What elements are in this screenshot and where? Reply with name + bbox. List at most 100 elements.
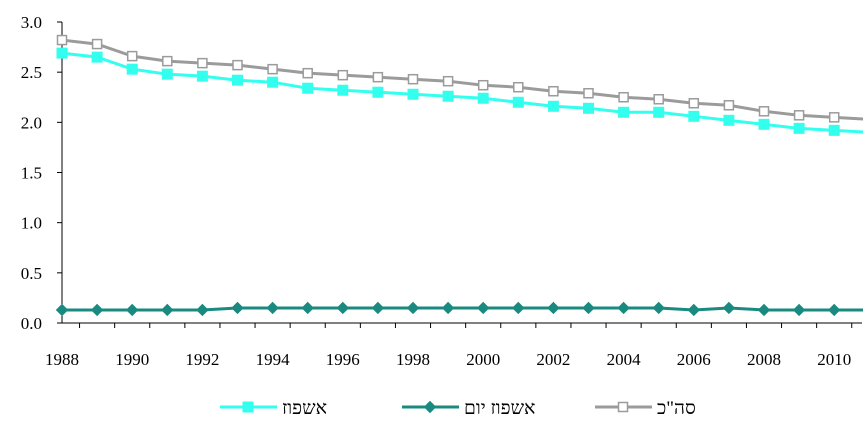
data-point [56, 34, 68, 46]
series-line [61, 38, 863, 121]
data-point [161, 303, 174, 317]
legend-item: סה"כ [595, 398, 696, 419]
chart-legend: אשפוז אשפוז יום סה"כ [220, 398, 696, 419]
data-point [196, 303, 209, 317]
data-point [161, 68, 173, 80]
y-tick-label: 0.0 [21, 314, 42, 333]
y-tick-label: 2.0 [21, 113, 42, 132]
x-tick-label: 1994 [256, 350, 291, 369]
data-point [758, 106, 770, 117]
data-point [547, 301, 560, 315]
data-point [302, 82, 314, 94]
data-point [653, 94, 664, 105]
y-tick-label: 1.0 [21, 214, 42, 233]
data-point [267, 76, 279, 88]
data-point [301, 301, 314, 315]
data-point [512, 301, 525, 315]
data-point [442, 90, 454, 102]
data-point [688, 110, 700, 122]
legend-label: אשפוז יום [464, 398, 535, 419]
series-1 [56, 47, 863, 136]
series-3 [56, 34, 863, 123]
x-tick-label: 1990 [115, 350, 149, 369]
y-tick-label: 2.5 [21, 63, 42, 82]
series-line [62, 306, 863, 312]
series-layer [55, 34, 863, 317]
data-point [512, 96, 524, 108]
data-point [372, 71, 384, 83]
data-point [336, 301, 350, 315]
legend-label: אשפוז [282, 398, 327, 419]
data-point [442, 75, 454, 87]
data-point [266, 301, 279, 315]
data-point [126, 50, 138, 62]
y-tick-label: 3.0 [21, 13, 42, 32]
data-point [267, 63, 278, 75]
data-point [793, 110, 805, 121]
data-point [653, 106, 665, 118]
data-point [91, 38, 103, 50]
data-point [337, 69, 349, 81]
data-point [337, 84, 349, 96]
data-point [513, 81, 524, 93]
data-point [792, 303, 806, 317]
x-tick-label: 2000 [466, 350, 500, 369]
data-point [617, 301, 630, 315]
series-line [61, 51, 863, 134]
data-point [723, 100, 735, 111]
x-tick-label: 2006 [677, 350, 711, 369]
legend-marker [423, 400, 437, 414]
y-tick-label: 0.5 [21, 264, 42, 283]
data-point [371, 301, 385, 315]
data-point [618, 92, 629, 103]
legend-item: אשפוז [220, 398, 327, 419]
data-point [196, 70, 208, 82]
x-tick-label: 1988 [45, 350, 79, 369]
data-point [302, 67, 313, 79]
data-point [476, 301, 490, 315]
data-point [547, 100, 559, 112]
data-point [232, 74, 243, 86]
data-point [56, 47, 68, 59]
legend-marker [617, 401, 629, 413]
data-point [125, 303, 139, 317]
data-point [231, 301, 244, 315]
data-point [548, 85, 559, 97]
x-tick-label: 2002 [536, 350, 570, 369]
data-point [197, 57, 208, 69]
data-point [126, 63, 138, 75]
data-point [477, 92, 489, 104]
data-point [758, 118, 770, 130]
data-point [757, 303, 771, 317]
data-point [91, 51, 103, 63]
data-point [372, 86, 384, 98]
data-point [441, 301, 455, 315]
data-point [583, 102, 594, 114]
legend-item: אשפוז יום [402, 398, 535, 419]
data-point [827, 303, 841, 317]
data-point [828, 112, 840, 123]
data-point [828, 124, 840, 136]
series-2 [55, 301, 863, 317]
data-point [232, 59, 243, 71]
x-tick-label: 1992 [185, 350, 219, 369]
data-point [582, 301, 595, 315]
data-point [652, 301, 665, 315]
data-point [793, 122, 805, 134]
data-point [688, 98, 700, 109]
data-point [162, 55, 173, 67]
x-tick-label: 1996 [326, 350, 360, 369]
x-tick-label: 2010 [817, 350, 851, 369]
data-point [618, 106, 630, 118]
data-point [477, 79, 489, 91]
data-point [407, 88, 419, 100]
data-point [55, 303, 69, 317]
y-tick-label: 1.5 [21, 164, 42, 183]
data-point [406, 301, 420, 315]
data-point [723, 114, 735, 126]
x-tick-label: 2008 [747, 350, 781, 369]
data-point [90, 303, 104, 317]
data-point [687, 303, 701, 317]
legend-label: סה"כ [657, 398, 696, 419]
